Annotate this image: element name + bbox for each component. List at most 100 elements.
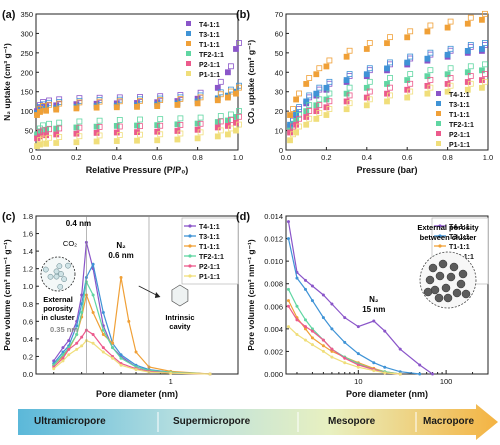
data-point-filled — [424, 55, 431, 62]
data-point — [372, 369, 376, 373]
data-point-open — [137, 116, 143, 123]
data-point — [61, 359, 65, 363]
data-point — [303, 327, 307, 331]
data-point-open — [467, 14, 474, 21]
data-point-open — [40, 135, 46, 142]
data-point-filled — [43, 107, 49, 114]
particle-node — [430, 285, 440, 295]
series-line — [53, 262, 211, 375]
y-tick-label: 250 — [20, 49, 33, 58]
scale-gradient-arrow — [18, 404, 498, 440]
y-tick-label: 0.014 — [264, 212, 283, 221]
legend-swatch — [186, 61, 191, 66]
data-point-open — [482, 61, 488, 68]
data-point-filled — [233, 46, 239, 52]
data-point — [119, 353, 123, 357]
data-point-open — [427, 49, 434, 56]
data-point — [321, 338, 325, 342]
data-point — [398, 372, 402, 376]
x-tick-label: 0.6 — [402, 153, 412, 162]
y-tick-label: 50 — [25, 127, 33, 136]
data-point — [310, 343, 314, 347]
data-point-open — [46, 120, 52, 127]
data-point-filled — [363, 71, 370, 78]
particle-node — [461, 289, 471, 299]
data-point — [398, 370, 402, 374]
legend: T4-1:1 T3-1:1 T1-1:1 TF2-1:1 P2-1:1 P1-1:1 — [186, 21, 224, 79]
particle-node — [446, 272, 456, 282]
data-point-open — [96, 98, 103, 105]
series-tf211 — [34, 108, 242, 138]
y-tick-label: 0.0 — [23, 370, 33, 379]
x-tick-label: 1 — [169, 377, 173, 386]
co2-label: CO₂ — [63, 239, 77, 248]
data-point-open — [177, 96, 184, 102]
legend-box — [181, 217, 239, 285]
y-tick-label: 300 — [20, 29, 33, 38]
data-point-open — [217, 127, 224, 134]
data-point-open — [96, 132, 103, 139]
data-point — [286, 220, 290, 224]
y-tick-label: 1.6 — [23, 230, 33, 239]
data-point — [134, 350, 138, 354]
particle-node — [434, 293, 444, 303]
data-point-filled — [303, 114, 310, 120]
data-point-open — [76, 133, 83, 140]
x-tick-label: 0.2 — [321, 153, 331, 162]
peak-label-06: 0.6 nm — [108, 251, 133, 260]
data-point-filled — [53, 140, 60, 146]
data-point-filled — [323, 112, 330, 118]
data-point — [61, 350, 65, 354]
data-point-open — [482, 10, 488, 17]
external-porosity-label: External — [43, 295, 73, 304]
data-point-open — [296, 111, 303, 118]
data-point-filled — [384, 81, 390, 87]
data-point-open — [137, 131, 143, 138]
data-point — [356, 365, 360, 369]
data-point-open — [467, 80, 474, 87]
data-point — [101, 311, 105, 315]
data-point-filled — [404, 94, 411, 101]
panel-letter: (a) — [2, 9, 16, 21]
particle-node — [423, 287, 433, 297]
data-point-filled — [464, 69, 471, 76]
molecule-node — [56, 263, 63, 269]
chart-panel-c: (c) 0.0 0.2 0.4 0.6 0.8 1.0 1.2 1.4 1.6 1.8 1 Pore d… — [2, 211, 239, 399]
data-point-open — [116, 123, 123, 130]
data-point — [61, 353, 65, 357]
data-point-open — [306, 115, 313, 122]
data-point-filled — [93, 123, 100, 130]
data-point-open — [157, 122, 164, 129]
data-point — [343, 361, 347, 365]
molecule-node — [53, 268, 60, 275]
peak-label-04: 0.4 nm — [66, 219, 91, 228]
data-point — [383, 371, 387, 375]
y-tick-label: 0 — [279, 146, 283, 155]
particle-node — [449, 262, 459, 272]
legend-label: TF2-1:1 — [199, 52, 224, 59]
data-point-filled — [113, 104, 120, 111]
series-p211 — [287, 71, 488, 136]
legend-swatch — [436, 111, 441, 116]
molecule-node — [47, 273, 54, 280]
data-point-filled — [444, 88, 451, 95]
data-point-open — [116, 117, 123, 123]
y-tick-label: 0.6 — [23, 317, 33, 326]
data-point-open — [482, 71, 488, 77]
data-point-open — [316, 110, 323, 116]
data-point-open — [227, 86, 234, 93]
data-point-filled — [464, 86, 471, 93]
data-point-filled — [113, 123, 120, 129]
data-point-open — [197, 120, 204, 127]
legend-label: P2-1:1 — [449, 132, 470, 139]
data-point-filled — [424, 82, 431, 89]
data-point-filled — [37, 109, 43, 115]
legend-label: P2-1:1 — [199, 264, 220, 271]
data-point-open — [217, 78, 224, 85]
series-p111 — [34, 121, 242, 150]
y-tick-label: 0 — [29, 146, 33, 155]
n2-label: N₂ — [116, 241, 126, 250]
data-point — [321, 316, 325, 320]
data-point-filled — [479, 84, 485, 91]
external-porosity-label: in cluster — [41, 313, 74, 322]
